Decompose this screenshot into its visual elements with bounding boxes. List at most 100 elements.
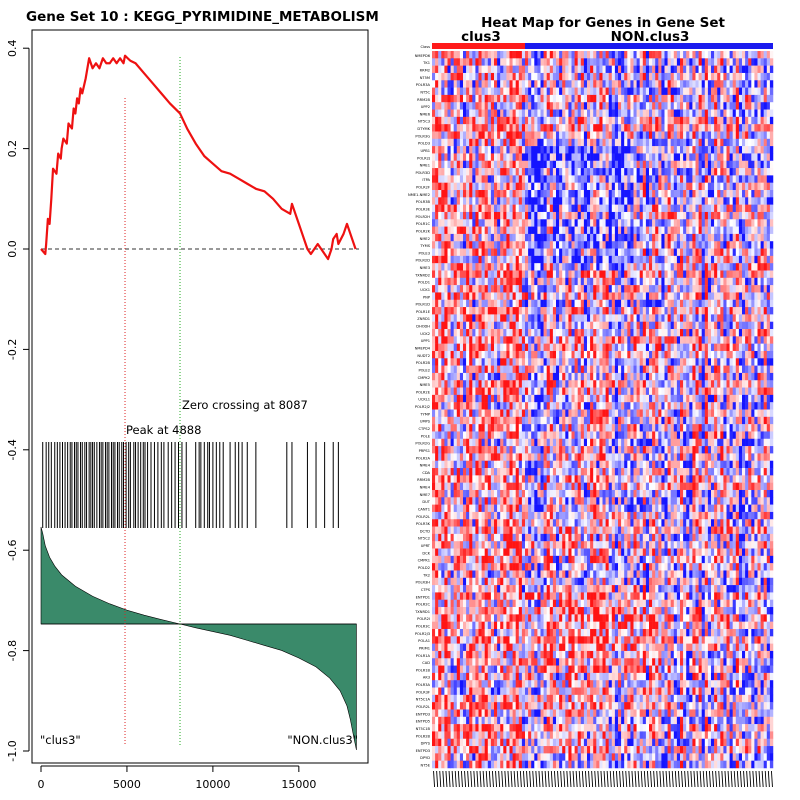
heatmap-cell	[766, 138, 771, 147]
heatmap-cell	[484, 372, 489, 381]
heatmap-cell	[664, 233, 668, 242]
heatmap-cell	[732, 87, 737, 96]
heatmap-cell	[549, 168, 554, 176]
heatmap-cell	[633, 365, 637, 374]
heatmap-cell	[453, 80, 458, 88]
heatmap-cell	[574, 329, 578, 337]
heatmap-cell	[766, 277, 771, 286]
heatmap-cell	[441, 116, 445, 125]
heatmap-cell	[608, 175, 613, 183]
heatmap-cell	[534, 248, 538, 257]
heatmap-cell	[580, 241, 585, 249]
heatmap-cell	[441, 65, 445, 74]
heatmap-cell	[729, 124, 733, 132]
heatmap-cell	[695, 65, 699, 74]
heatmap-cell	[695, 94, 699, 103]
heatmap-cell	[540, 233, 544, 242]
heatmap-cell	[463, 299, 467, 308]
heatmap-cell	[571, 314, 575, 322]
heatmap-cell	[487, 182, 492, 191]
heatmap-cell	[453, 372, 458, 381]
heatmap-cell	[466, 153, 470, 161]
heatmap-cell	[673, 358, 678, 366]
heatmap-cell	[698, 190, 702, 198]
heatmap-cell	[456, 292, 461, 301]
heatmap-cell	[552, 358, 557, 366]
heatmap-cell	[506, 263, 510, 271]
heatmap-cell	[763, 336, 768, 344]
heatmap-cell	[444, 270, 448, 279]
heatmap-cell	[729, 197, 733, 205]
heatmap-cell	[698, 350, 702, 359]
heatmap-cell	[683, 51, 687, 59]
heatmap-cell	[723, 358, 727, 366]
heatmap-cell	[611, 241, 616, 249]
heatmap-cell	[453, 146, 458, 154]
heatmap-cell	[618, 343, 622, 352]
heatmap-cell	[695, 270, 699, 279]
heatmap-cell	[751, 124, 755, 132]
heatmap-cell	[701, 248, 706, 257]
heatmap-cell	[481, 343, 485, 352]
heatmap-cell	[704, 51, 709, 59]
heatmap-cell	[456, 182, 461, 191]
heatmap-cell	[587, 116, 591, 125]
heatmap-cell	[497, 182, 501, 191]
heatmap-cell	[568, 72, 572, 81]
heatmap-cell	[506, 182, 510, 191]
heatmap-cell	[745, 109, 749, 118]
heatmap-cell	[478, 94, 482, 103]
heatmap-cell	[432, 299, 436, 308]
heatmap-cell	[478, 182, 482, 191]
heatmap-cell	[692, 226, 696, 235]
heatmap-cell	[487, 51, 492, 59]
heatmap-cell	[487, 102, 492, 110]
heatmap-cell	[568, 160, 572, 169]
heatmap-cell	[636, 146, 640, 154]
heatmap-cell	[680, 343, 684, 352]
heatmap-cell	[596, 321, 600, 330]
heatmap-cell	[636, 226, 640, 235]
heatmap-cell	[676, 146, 681, 154]
heatmap-cell	[568, 219, 572, 227]
heatmap-cell	[645, 204, 650, 213]
heatmap-cell	[602, 248, 606, 257]
heatmap-cell	[701, 190, 706, 198]
heatmap-cell	[509, 124, 513, 132]
heatmap-cell	[534, 146, 538, 154]
heatmap-cell	[593, 270, 597, 279]
heatmap-cell	[636, 336, 640, 344]
heatmap-cell	[698, 146, 702, 154]
heatmap-cell	[614, 131, 619, 140]
heatmap-cell	[590, 204, 594, 213]
heatmap-cell	[453, 204, 458, 213]
heatmap-cell	[459, 58, 464, 66]
heatmap-cell	[596, 131, 600, 140]
heatmap-cell	[729, 314, 733, 322]
heatmap-cell	[528, 190, 532, 198]
heatmap-cell	[574, 336, 578, 344]
heatmap-cell	[444, 358, 448, 366]
heatmap-cell	[714, 285, 718, 293]
heatmap-cell	[614, 124, 619, 132]
heatmap-cell	[515, 182, 520, 191]
heatmap-cell	[689, 299, 693, 308]
heatmap-cell	[757, 321, 761, 330]
heatmap-cell	[723, 226, 727, 235]
heatmap-cell	[738, 168, 743, 176]
heatmap-cell	[593, 153, 597, 161]
heatmap-cell	[503, 102, 507, 110]
heatmap-cell	[711, 72, 715, 81]
heatmap-cell	[704, 277, 709, 286]
heatmap-cell	[670, 138, 675, 147]
heatmap-cell	[587, 299, 591, 308]
heatmap-cell	[463, 233, 467, 242]
heatmap-cell	[432, 263, 436, 271]
heatmap-cell	[506, 336, 510, 344]
heatmap-cell	[627, 72, 631, 81]
heatmap-cell	[556, 358, 560, 366]
heatmap-cell	[742, 241, 746, 249]
heatmap-cell	[580, 131, 585, 140]
heatmap-cell	[754, 138, 758, 147]
heatmap-cell	[707, 58, 712, 66]
